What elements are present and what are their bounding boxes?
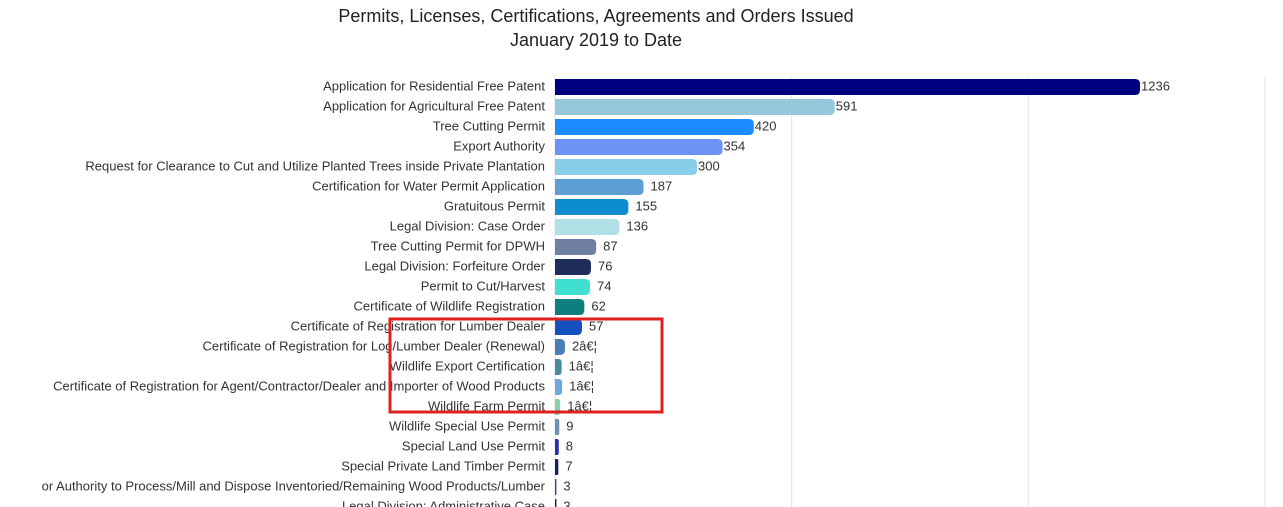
value-label: 7	[565, 458, 572, 473]
bars: Application for Residential Free Patent 1…	[42, 78, 1170, 507]
value-label: 2â€¦	[572, 338, 597, 353]
bar	[555, 459, 559, 475]
bar	[555, 79, 1141, 95]
bar	[555, 499, 557, 507]
value-label: 62	[591, 298, 605, 313]
category-label: Request for Clearance to Cut and Utilize…	[85, 158, 545, 173]
value-label: 420	[755, 118, 777, 133]
value-label: 76	[598, 258, 612, 273]
category-label: Special Land Use Permit	[402, 438, 545, 453]
bar	[555, 299, 585, 315]
value-label: 3	[563, 478, 570, 493]
bar	[555, 359, 562, 375]
bar	[555, 159, 697, 175]
category-label: Legal Division: Forfeiture Order	[364, 258, 545, 273]
value-label: 1â€¦	[569, 358, 594, 373]
chart-subtitle: January 2019 to Date	[510, 30, 682, 50]
category-label: Certificate of Wildlife Registration	[354, 298, 545, 313]
value-label: 1236	[1141, 78, 1170, 93]
value-label: 591	[836, 98, 858, 113]
value-label: 8	[566, 438, 573, 453]
value-label: 1â€¦	[567, 398, 592, 413]
bar	[555, 279, 591, 295]
chart-title: Permits, Licenses, Certifications, Agree…	[338, 6, 853, 26]
category-label: Export Authority	[453, 138, 545, 153]
value-label: 354	[724, 138, 746, 153]
category-label: Certificate of Registration for Log/Lumb…	[203, 338, 546, 353]
category-label: Permit to Cut/Harvest	[421, 278, 546, 293]
bar	[555, 439, 559, 455]
value-label: 300	[698, 158, 720, 173]
category-label: Gratuitous Permit	[444, 198, 546, 213]
bar	[555, 479, 557, 495]
bar	[555, 239, 597, 255]
value-label: 3	[563, 498, 570, 507]
bar	[555, 139, 723, 155]
bar	[555, 419, 560, 435]
category-label: Legal Division: Case Order	[390, 218, 546, 233]
bar	[555, 99, 835, 115]
value-label: 57	[589, 318, 603, 333]
bar	[555, 259, 591, 275]
category-label: Wildlife Farm Permit	[428, 398, 545, 413]
category-label: Legal Division: Administrative Case	[342, 498, 545, 507]
bar	[555, 179, 644, 195]
bar	[555, 339, 565, 355]
highlight-box	[388, 317, 664, 414]
value-label: 155	[635, 198, 657, 213]
value-label: 87	[603, 238, 617, 253]
bar	[555, 219, 620, 235]
category-label: Tree Cutting Permit	[433, 118, 546, 133]
category-label: Wildlife Export Certification	[390, 358, 545, 373]
value-label: 187	[651, 178, 673, 193]
bar	[555, 119, 754, 135]
category-label: Certification for Water Permit Applicati…	[312, 178, 545, 193]
value-label: 9	[566, 418, 573, 433]
category-label: Certificate of Registration for Lumber D…	[291, 318, 546, 333]
value-label: 74	[597, 278, 611, 293]
category-label: Wildlife Special Use Permit	[389, 418, 545, 433]
category-label: or Authority to Process/Mill and Dispose…	[42, 478, 546, 493]
category-label: Application for Agricultural Free Patent	[323, 98, 545, 113]
category-label: Certificate of Registration for Agent/Co…	[53, 378, 545, 393]
category-label: Special Private Land Timber Permit	[341, 458, 545, 473]
value-label: 136	[626, 218, 648, 233]
bar	[555, 199, 629, 215]
value-label: 1â€¦	[569, 378, 594, 393]
category-label: Tree Cutting Permit for DPWH	[371, 238, 545, 253]
category-label: Application for Residential Free Patent	[323, 78, 545, 93]
bar	[555, 379, 563, 395]
bar	[555, 319, 582, 335]
